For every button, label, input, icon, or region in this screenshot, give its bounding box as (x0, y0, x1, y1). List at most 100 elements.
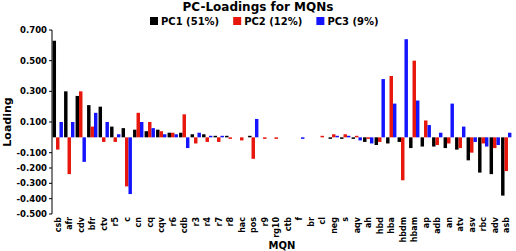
bar (202, 134, 205, 137)
y-tick-label: 0.300 (20, 86, 47, 96)
bar (266, 137, 269, 138)
bar (352, 137, 355, 139)
bar (248, 136, 251, 138)
bar (473, 137, 476, 142)
bar (260, 137, 263, 138)
bar (370, 137, 373, 143)
x-tick-label: rg10 (272, 217, 281, 238)
x-tick-label: ah (364, 217, 373, 228)
x-tick-label: r6 (169, 217, 178, 227)
bar (102, 137, 105, 142)
bar (186, 137, 189, 148)
x-tick-label: ctb (284, 217, 293, 232)
bar (163, 134, 166, 137)
x-tick-label: s (341, 217, 350, 222)
legend-swatch (150, 17, 158, 25)
bar (317, 137, 320, 138)
bar (363, 137, 366, 142)
bar (255, 119, 258, 137)
bar (294, 137, 297, 138)
x-tick-label: hbd (376, 217, 385, 234)
x-tick-label: hbdm (399, 217, 408, 242)
x-tick-label: an (445, 217, 454, 228)
bar (378, 137, 381, 142)
bar (375, 137, 378, 145)
x-tick-label: r5 (111, 217, 120, 227)
bar (156, 130, 159, 138)
bar (217, 137, 220, 142)
bar (493, 137, 496, 148)
bar (59, 122, 62, 137)
bar (444, 137, 447, 148)
y-tick-label: 0.100 (20, 117, 47, 127)
y-tick-label: -0.300 (17, 178, 47, 188)
bar (298, 137, 301, 138)
bar (347, 136, 350, 138)
bar (232, 137, 235, 138)
chart: PC-Loadings for MQNsPC1 (51%)PC2 (12%)PC… (0, 0, 516, 251)
bar (79, 91, 82, 137)
x-tick-label: aqv (353, 216, 362, 233)
bar (455, 137, 458, 149)
x-tick-label: cq (146, 217, 155, 228)
y-axis-label: Loading (1, 97, 14, 146)
bar (381, 79, 384, 137)
bar (459, 137, 462, 148)
x-tick-label: pos (249, 217, 258, 233)
bar (312, 137, 315, 138)
x-tick-label: r8 (226, 217, 235, 227)
bar (53, 41, 56, 138)
x-tick-label: cl (318, 217, 327, 225)
bar (401, 137, 404, 180)
bar (289, 137, 292, 138)
bar (220, 136, 223, 138)
bar (64, 91, 67, 137)
x-tick-label: cqv (157, 216, 166, 232)
bar (321, 136, 324, 138)
bar (398, 137, 401, 142)
x-tick-label: afr (65, 217, 74, 230)
bar (447, 137, 450, 143)
bar (160, 131, 163, 137)
x-tick-label: br (307, 217, 316, 227)
bar (450, 104, 453, 138)
bar (436, 137, 439, 145)
bar (283, 137, 286, 138)
bar (243, 137, 246, 138)
bar (355, 136, 358, 138)
bar (275, 137, 278, 139)
bar (68, 137, 71, 174)
bar (467, 137, 470, 160)
bar (183, 114, 186, 137)
bar (439, 133, 442, 138)
bar (171, 133, 174, 138)
x-tick-label: c (123, 217, 132, 222)
bar (229, 137, 232, 139)
legend-label: PC1 (51%) (161, 16, 219, 27)
bar (482, 137, 485, 143)
bar (332, 134, 335, 137)
x-tick-label: ctv (100, 216, 109, 231)
y-tick-label: 0.700 (20, 25, 47, 35)
legend-label: PC3 (9%) (327, 16, 378, 27)
x-tick-label: ap (422, 217, 431, 228)
legend-swatch (233, 17, 241, 25)
bar (197, 133, 200, 138)
bar (505, 137, 508, 171)
bar (306, 137, 309, 138)
x-tick-label: cn (134, 217, 143, 228)
y-tick-label: 0.500 (20, 56, 47, 66)
bar (191, 134, 194, 137)
legend-item: PC3 (9%) (316, 16, 378, 27)
x-tick-label: asb (502, 217, 511, 233)
bar (404, 39, 407, 137)
legend-item: PC1 (51%) (150, 16, 219, 27)
bar (110, 127, 113, 138)
bars (53, 39, 512, 195)
bar (421, 137, 424, 146)
bar (390, 76, 393, 137)
x-tick-label: atv (456, 216, 465, 231)
x-tick-label: r4 (203, 217, 212, 227)
x-tick-label: f (295, 216, 304, 220)
y-tick-label: -0.100 (17, 148, 47, 158)
